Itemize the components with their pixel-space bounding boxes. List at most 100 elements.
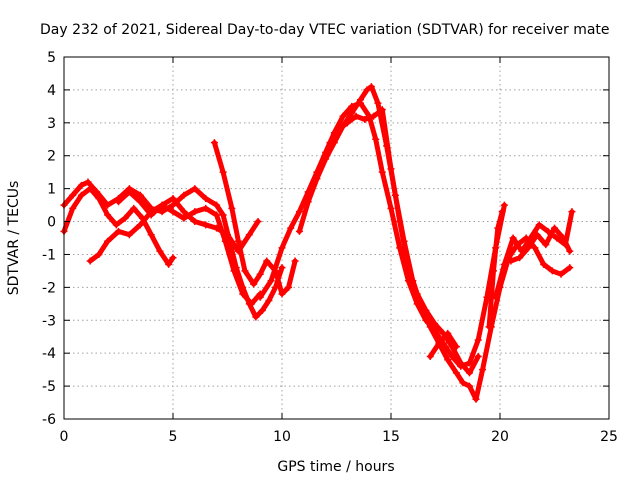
data-point bbox=[125, 231, 133, 239]
series-line bbox=[508, 225, 573, 264]
satellite-track-8 bbox=[326, 106, 482, 377]
data-point bbox=[245, 231, 253, 239]
x-axis-label: GPS time / hours bbox=[277, 459, 394, 475]
data-point bbox=[343, 119, 351, 127]
data-point bbox=[104, 237, 112, 245]
data-point bbox=[492, 293, 500, 301]
data-point bbox=[165, 260, 173, 268]
data-point bbox=[228, 204, 236, 212]
data-point bbox=[256, 293, 264, 301]
data-point bbox=[378, 106, 386, 114]
data-point bbox=[295, 208, 303, 216]
data-point bbox=[254, 218, 262, 226]
data-point bbox=[396, 244, 404, 252]
series-line bbox=[61, 179, 285, 320]
data-point bbox=[507, 257, 515, 265]
data-point bbox=[459, 379, 467, 387]
data-point bbox=[339, 112, 347, 120]
data-point bbox=[202, 195, 210, 203]
data-point bbox=[191, 218, 199, 226]
data-point bbox=[191, 208, 199, 216]
data-point bbox=[498, 208, 506, 216]
data-point bbox=[239, 290, 247, 298]
data-point bbox=[202, 204, 210, 212]
data-point bbox=[213, 224, 221, 232]
data-point bbox=[452, 343, 460, 351]
data-point bbox=[267, 277, 275, 285]
data-point bbox=[374, 99, 382, 107]
data-point bbox=[494, 224, 502, 232]
data-point bbox=[474, 336, 482, 344]
data-point bbox=[500, 201, 508, 209]
data-point bbox=[180, 214, 188, 222]
data-point bbox=[136, 191, 144, 199]
data-point bbox=[356, 96, 364, 104]
data-point bbox=[457, 359, 465, 367]
series-line bbox=[61, 186, 176, 267]
data-point bbox=[542, 241, 550, 249]
data-point bbox=[180, 191, 188, 199]
data-point bbox=[568, 208, 576, 216]
y-tick-label: 3 bbox=[47, 116, 56, 132]
x-tick-label: 20 bbox=[491, 429, 509, 445]
satellite-track-10 bbox=[485, 208, 506, 331]
data-point bbox=[465, 382, 473, 390]
data-point bbox=[169, 208, 177, 216]
axis-ticks: 0 5 10 15 20 25 -6 -5 -4 -3 -2 -1 0 1 2 3 4 5 bbox=[42, 50, 618, 445]
data-point bbox=[115, 198, 122, 206]
data-point bbox=[372, 135, 380, 143]
data-point bbox=[516, 254, 524, 262]
data-point bbox=[540, 260, 548, 268]
data-point bbox=[426, 352, 434, 360]
data-point bbox=[335, 125, 343, 133]
data-point bbox=[95, 250, 103, 258]
data-point bbox=[77, 181, 85, 189]
data-point bbox=[404, 264, 412, 272]
y-tick-label: -4 bbox=[42, 346, 56, 362]
data-point bbox=[559, 234, 567, 242]
satellite-track-3 bbox=[86, 201, 264, 308]
data-point bbox=[202, 221, 210, 229]
data-point bbox=[533, 231, 541, 239]
data-point bbox=[551, 224, 558, 232]
satellite-track-9 bbox=[426, 329, 460, 360]
y-tick-label: 0 bbox=[47, 215, 56, 231]
y-tick-label: -1 bbox=[42, 247, 56, 263]
data-point bbox=[278, 264, 286, 272]
data-point bbox=[352, 112, 360, 120]
data-point bbox=[557, 270, 565, 278]
series-line bbox=[116, 189, 261, 254]
chart-title: Day 232 of 2021, Sidereal Day-to-day VTE… bbox=[40, 22, 610, 38]
y-tick-label: 1 bbox=[47, 182, 56, 198]
data-point bbox=[291, 257, 299, 265]
data-point bbox=[224, 231, 231, 239]
data-point bbox=[104, 201, 112, 209]
series-line bbox=[493, 209, 575, 300]
data-point bbox=[326, 139, 334, 147]
data-point bbox=[348, 109, 356, 117]
data-point bbox=[121, 214, 129, 222]
data-point bbox=[69, 204, 77, 212]
data-point bbox=[213, 201, 221, 209]
data-point bbox=[378, 168, 386, 176]
data-point bbox=[221, 237, 229, 245]
data-point bbox=[77, 191, 85, 199]
data-point bbox=[465, 369, 473, 377]
data-point bbox=[252, 313, 260, 321]
y-tick-label: -3 bbox=[42, 313, 56, 329]
data-point bbox=[367, 83, 375, 91]
data-point bbox=[553, 234, 561, 242]
data-point bbox=[125, 188, 133, 196]
satellite-track-6 bbox=[256, 99, 508, 370]
data-point bbox=[295, 227, 303, 235]
data-point bbox=[115, 227, 122, 235]
data-point bbox=[500, 260, 508, 268]
data-point bbox=[313, 175, 321, 183]
data-point bbox=[452, 369, 460, 377]
data-point bbox=[548, 267, 556, 275]
data-point bbox=[158, 208, 166, 216]
y-tick-label: 5 bbox=[47, 50, 56, 66]
series-line bbox=[427, 330, 459, 359]
y-axis-label: SDTVAR / TECUs bbox=[6, 181, 22, 296]
data-point bbox=[86, 257, 94, 265]
